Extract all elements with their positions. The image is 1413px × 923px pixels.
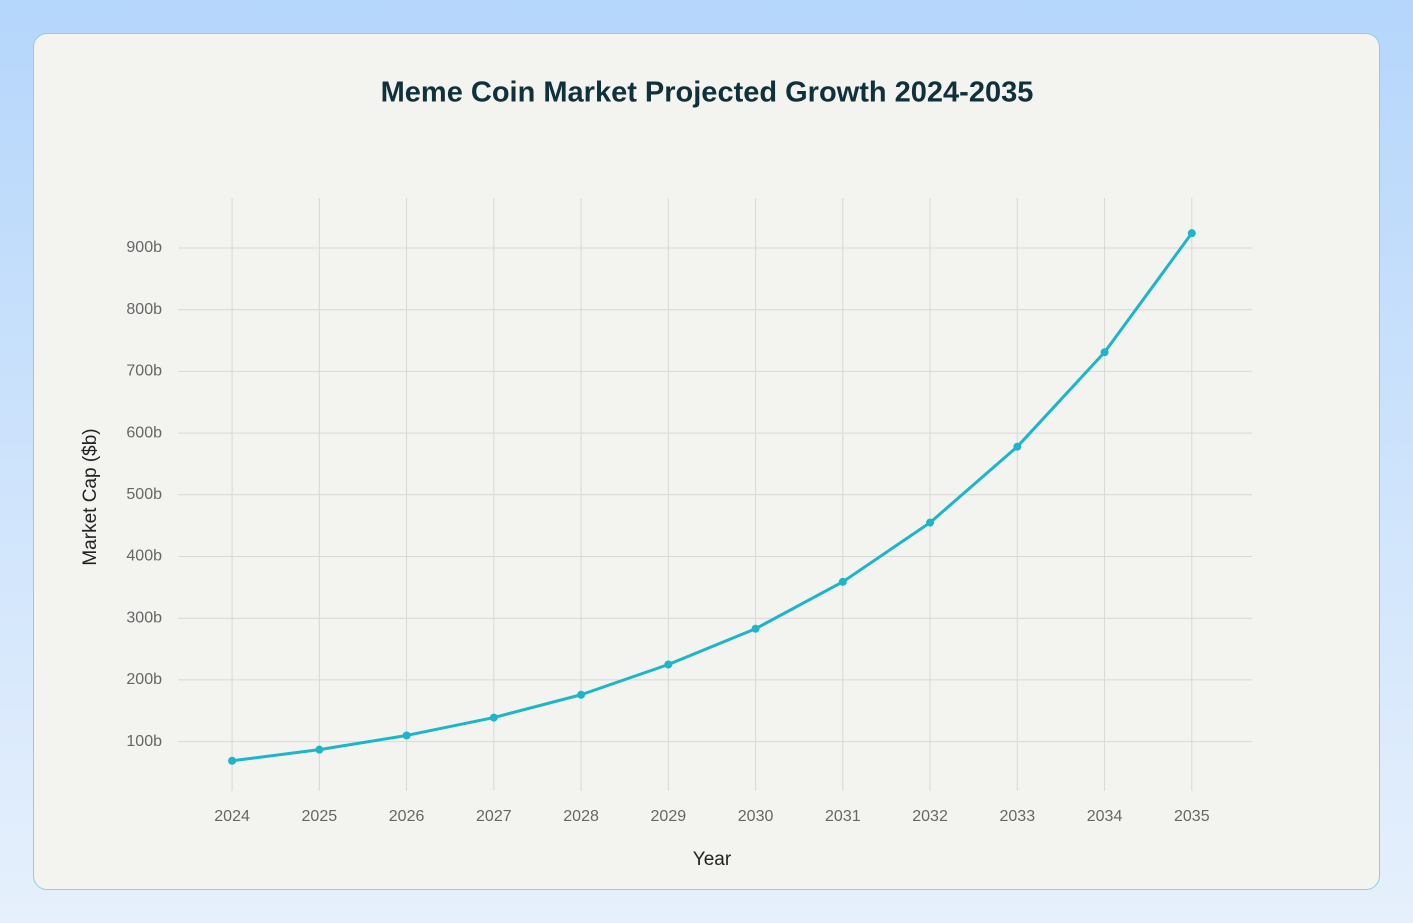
x-tick-label: 2030 — [738, 808, 774, 825]
point — [838, 577, 847, 586]
x-tick-label: 2024 — [214, 808, 250, 825]
point — [926, 518, 935, 527]
y-axis-label: Market Cap ($b) — [80, 428, 101, 565]
point — [402, 731, 411, 740]
x-tick-label: 2028 — [563, 808, 599, 825]
chart-card — [33, 33, 1380, 890]
y-tick-label: 500b — [126, 486, 162, 503]
x-tick-label: 2033 — [1000, 808, 1036, 825]
line — [231, 232, 1194, 763]
x-tick-label: 2029 — [651, 808, 687, 825]
x-tick-label: 2032 — [912, 808, 948, 825]
y-tick-label: 400b — [126, 548, 162, 565]
x-tick-label: 2034 — [1087, 808, 1123, 825]
x-tick-label: 2025 — [302, 808, 338, 825]
x-axis-label: Year — [693, 849, 732, 870]
y-tick-label: 900b — [126, 239, 162, 256]
point — [228, 756, 237, 765]
x-tick-label: 2035 — [1174, 808, 1210, 825]
y-tick-label: 300b — [126, 609, 162, 626]
y-tick-label: 600b — [126, 424, 162, 441]
point — [1013, 442, 1022, 451]
point — [577, 690, 586, 699]
point — [664, 660, 673, 669]
point — [315, 745, 324, 754]
point — [489, 713, 498, 722]
x-tick-label: 2027 — [476, 808, 512, 825]
y-tick-label: 700b — [126, 363, 162, 380]
x-tick-label: 2031 — [825, 808, 861, 825]
point — [1187, 229, 1196, 238]
point — [751, 624, 760, 633]
y-tick-label: 100b — [126, 733, 162, 750]
point — [1100, 348, 1109, 357]
x-tick-label: 2026 — [389, 808, 425, 825]
chart-title: Meme Coin Market Projected Growth 2024-2… — [381, 77, 1034, 109]
y-tick-label: 800b — [126, 301, 162, 318]
y-tick-label: 200b — [126, 671, 162, 688]
